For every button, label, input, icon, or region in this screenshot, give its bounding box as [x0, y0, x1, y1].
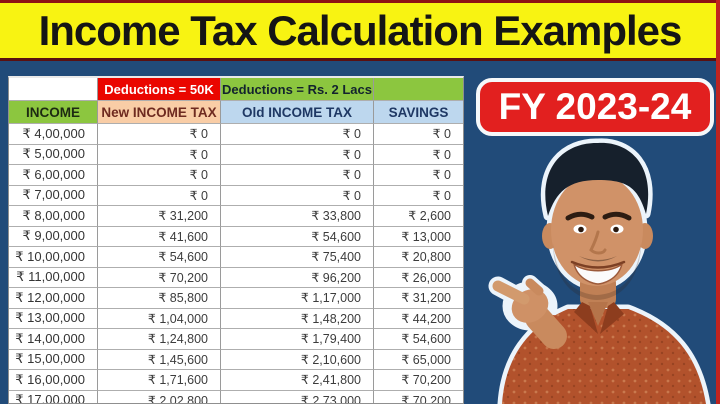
- table-row: ₹ 8,00,000 ₹ 31,200 ₹ 33,800 ₹ 2,600: [9, 206, 463, 227]
- old-tax-cell: ₹ 0: [221, 144, 374, 165]
- hair: [545, 142, 649, 216]
- savings-cell: ₹ 0: [374, 165, 463, 186]
- old-tax-cell: ₹ 1,17,000: [221, 288, 374, 309]
- column-header-savings: SAVINGS: [374, 101, 463, 124]
- table-row: ₹ 15,00,000 ₹ 1,45,600 ₹ 2,10,600 ₹ 65,0…: [9, 349, 463, 370]
- savings-cell: ₹ 65,000: [374, 349, 463, 370]
- title-banner: Income Tax Calculation Examples: [0, 3, 720, 58]
- column-header-old-income-tax: Old INCOME TAX: [221, 101, 374, 124]
- table-row: ₹ 17,00,000 ₹ 2,02,800 ₹ 2,73,000 ₹ 70,2…: [9, 390, 463, 403]
- old-tax-cell: ₹ 54,600: [221, 226, 374, 247]
- income-cell: ₹ 4,00,000: [9, 124, 98, 145]
- blank-header-cell: [9, 78, 98, 101]
- savings-cell: ₹ 0: [374, 144, 463, 165]
- old-tax-cell: ₹ 2,41,800: [221, 370, 374, 391]
- old-tax-cell: ₹ 0: [221, 124, 374, 145]
- income-cell: ₹ 15,00,000: [9, 349, 98, 370]
- old-tax-cell: ₹ 1,48,200: [221, 308, 374, 329]
- table-row: ₹ 4,00,000 ₹ 0 ₹ 0 ₹ 0: [9, 124, 463, 145]
- table-row: ₹ 14,00,000 ₹ 1,24,800 ₹ 1,79,400 ₹ 54,6…: [9, 329, 463, 350]
- savings-cell: ₹ 70,200: [374, 390, 463, 403]
- new-tax-cell: ₹ 0: [98, 124, 221, 145]
- old-tax-cell: ₹ 2,10,600: [221, 349, 374, 370]
- new-tax-cell: ₹ 1,45,600: [98, 349, 221, 370]
- table-row: ₹ 6,00,000 ₹ 0 ₹ 0 ₹ 0: [9, 165, 463, 186]
- deductions-header-row: Deductions = 50K Deductions = Rs. 2 Lacs: [9, 78, 463, 101]
- new-tax-cell: ₹ 85,800: [98, 288, 221, 309]
- pointing-hand-icon: [492, 278, 613, 404]
- new-tax-cell: ₹ 31,200: [98, 206, 221, 227]
- table-row: ₹ 9,00,000 ₹ 41,600 ₹ 54,600 ₹ 13,000: [9, 226, 463, 247]
- income-cell: ₹ 13,00,000: [9, 308, 98, 329]
- new-tax-cell: ₹ 0: [98, 144, 221, 165]
- income-cell: ₹ 7,00,000: [9, 185, 98, 206]
- right-border-strip: [716, 0, 720, 404]
- savings-cell: ₹ 0: [374, 124, 463, 145]
- deductions-old-header: Deductions = Rs. 2 Lacs: [221, 78, 374, 101]
- old-tax-cell: ₹ 1,79,400: [221, 329, 374, 350]
- table-row: ₹ 16,00,000 ₹ 1,71,600 ₹ 2,41,800 ₹ 70,2…: [9, 370, 463, 391]
- column-header-row: INCOME New INCOME TAX Old INCOME TAX SAV…: [9, 101, 463, 124]
- blank-green-header-cell: [374, 78, 463, 101]
- new-tax-cell: ₹ 0: [98, 185, 221, 206]
- face: [542, 142, 653, 300]
- savings-cell: ₹ 70,200: [374, 370, 463, 391]
- new-tax-cell: ₹ 1,04,000: [98, 308, 221, 329]
- income-cell: ₹ 8,00,000: [9, 206, 98, 227]
- savings-cell: ₹ 2,600: [374, 206, 463, 227]
- income-cell: ₹ 16,00,000: [9, 370, 98, 391]
- savings-cell: ₹ 54,600: [374, 329, 463, 350]
- column-header-income: INCOME: [9, 101, 98, 124]
- income-tax-table: Deductions = 50K Deductions = Rs. 2 Lacs…: [8, 76, 464, 404]
- income-cell: ₹ 17,00,000: [9, 390, 98, 403]
- income-cell: ₹ 14,00,000: [9, 329, 98, 350]
- savings-cell: ₹ 13,000: [374, 226, 463, 247]
- table-row: ₹ 13,00,000 ₹ 1,04,000 ₹ 1,48,200 ₹ 44,2…: [9, 308, 463, 329]
- table-row: ₹ 5,00,000 ₹ 0 ₹ 0 ₹ 0: [9, 144, 463, 165]
- savings-cell: ₹ 20,800: [374, 247, 463, 268]
- fy-badge: FY 2023-24: [476, 78, 714, 136]
- old-tax-cell: ₹ 96,200: [221, 267, 374, 288]
- table-body: ₹ 4,00,000 ₹ 0 ₹ 0 ₹ 0 ₹ 5,00,000 ₹ 0 ₹ …: [9, 124, 463, 403]
- old-tax-cell: ₹ 0: [221, 165, 374, 186]
- income-cell: ₹ 5,00,000: [9, 144, 98, 165]
- old-tax-cell: ₹ 2,73,000: [221, 390, 374, 403]
- old-tax-cell: ₹ 33,800: [221, 206, 374, 227]
- income-cell: ₹ 12,00,000: [9, 288, 98, 309]
- presenter-photo-cutout: [488, 138, 711, 404]
- top-border-strip: [0, 0, 720, 3]
- income-cell: ₹ 9,00,000: [9, 226, 98, 247]
- table-row: ₹ 7,00,000 ₹ 0 ₹ 0 ₹ 0: [9, 185, 463, 206]
- income-cell: ₹ 11,00,000: [9, 267, 98, 288]
- savings-cell: ₹ 44,200: [374, 308, 463, 329]
- new-tax-cell: ₹ 41,600: [98, 226, 221, 247]
- savings-cell: ₹ 0: [374, 185, 463, 206]
- table-row: ₹ 11,00,000 ₹ 70,200 ₹ 96,200 ₹ 26,000: [9, 267, 463, 288]
- savings-cell: ₹ 26,000: [374, 267, 463, 288]
- page-title: Income Tax Calculation Examples: [38, 6, 683, 54]
- table-row: ₹ 12,00,000 ₹ 85,800 ₹ 1,17,000 ₹ 31,200: [9, 288, 463, 309]
- new-tax-cell: ₹ 54,600: [98, 247, 221, 268]
- new-tax-cell: ₹ 1,24,800: [98, 329, 221, 350]
- savings-cell: ₹ 31,200: [374, 288, 463, 309]
- old-tax-cell: ₹ 0: [221, 185, 374, 206]
- deductions-new-header: Deductions = 50K: [98, 78, 221, 101]
- income-cell: ₹ 10,00,000: [9, 247, 98, 268]
- old-tax-cell: ₹ 75,400: [221, 247, 374, 268]
- banner-divider: [0, 58, 720, 61]
- smile: [572, 261, 624, 285]
- new-tax-cell: ₹ 2,02,800: [98, 390, 221, 403]
- column-header-new-income-tax: New INCOME TAX: [98, 101, 221, 124]
- income-cell: ₹ 6,00,000: [9, 165, 98, 186]
- new-tax-cell: ₹ 0: [98, 165, 221, 186]
- new-tax-cell: ₹ 70,200: [98, 267, 221, 288]
- table-row: ₹ 10,00,000 ₹ 54,600 ₹ 75,400 ₹ 20,800: [9, 247, 463, 268]
- new-tax-cell: ₹ 1,71,600: [98, 370, 221, 391]
